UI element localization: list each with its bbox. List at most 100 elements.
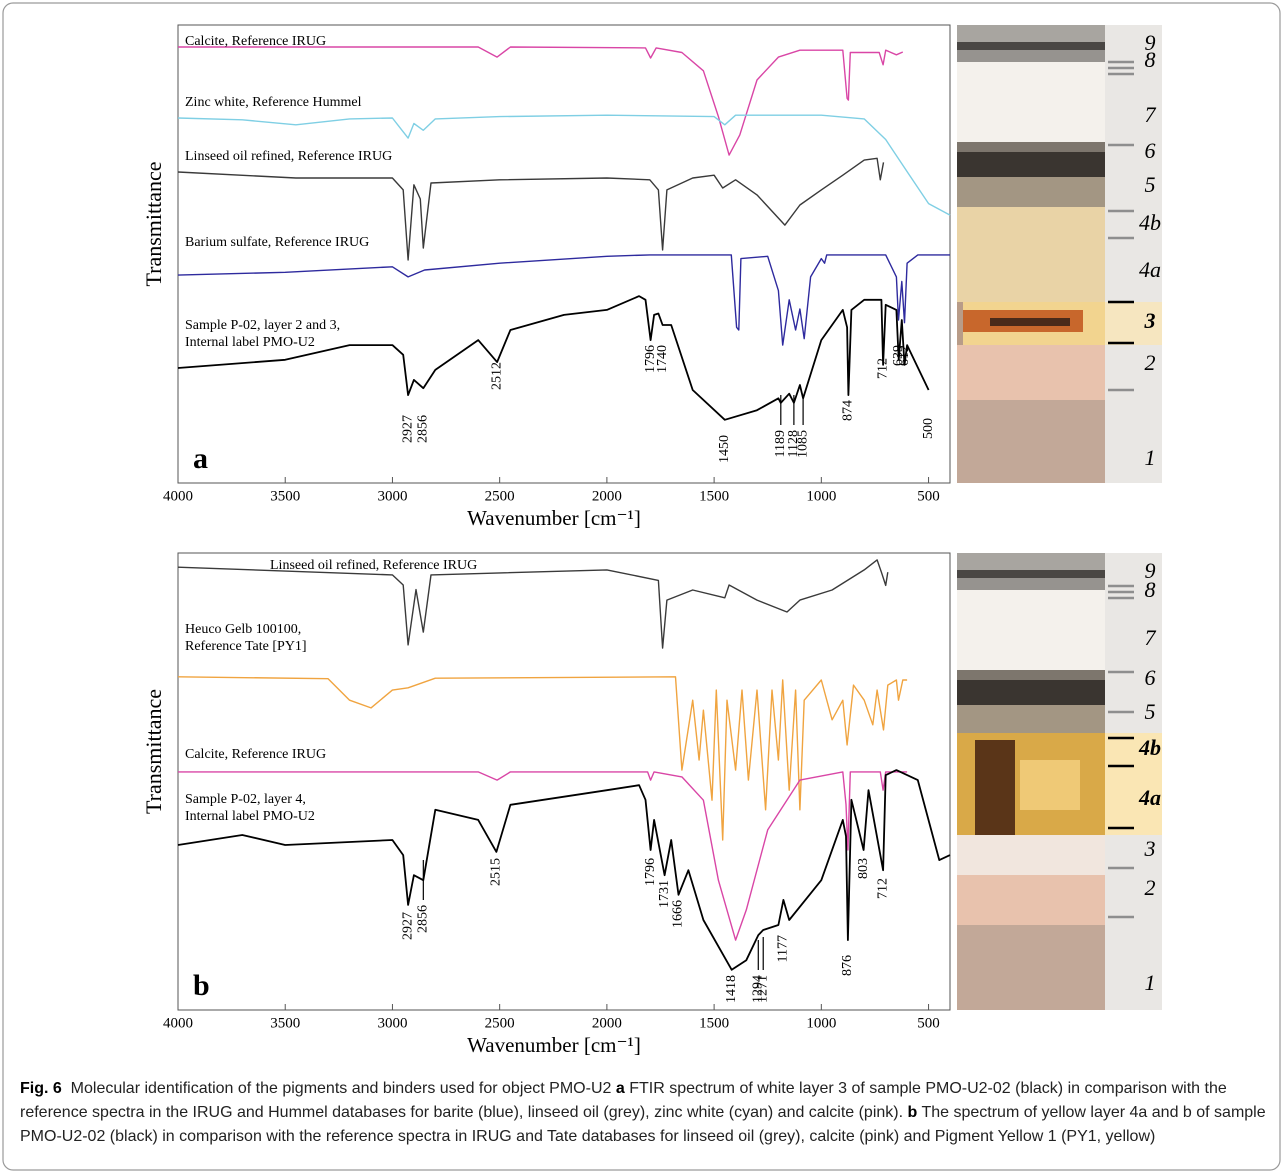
cross-section-photo (957, 553, 1162, 1010)
series-label: Barium sulfate, Reference IRUG (185, 235, 369, 250)
spectrum-line (177, 114, 951, 216)
x-tick-label: 2500 (485, 488, 515, 504)
series-label: Sample P-02, layer 2 and 3, (185, 318, 340, 333)
spectrum-line (177, 295, 930, 421)
x-tick-label: 3500 (270, 1015, 300, 1031)
series-label: Heuco Gelb 100100, (185, 622, 301, 637)
peak-label: 803 (856, 858, 871, 879)
layer-label: 3 (1144, 308, 1156, 333)
peak-label: 1796 (643, 345, 658, 373)
spectrum-line (177, 676, 908, 841)
peak-label: 1666 (671, 900, 686, 928)
layer-label: 8 (1145, 577, 1156, 602)
peak-label: 1189 (773, 430, 788, 457)
cross-section-photo (957, 25, 1162, 483)
x-tick-label: 1500 (699, 488, 729, 504)
peak-label: 2856 (416, 905, 431, 933)
x-axis-label: Wavenumber [cm⁻¹] (467, 1033, 641, 1057)
peak-label: 2927 (400, 912, 415, 940)
peak-label: 1450 (717, 435, 732, 463)
layer-label: 4a (1139, 257, 1161, 282)
peak-label: 1740 (655, 345, 670, 373)
peak-label: 1271 (755, 975, 770, 1003)
peak-label: 1796 (643, 858, 658, 886)
layer-label: 8 (1145, 47, 1156, 72)
peak-label: 2515 (489, 858, 504, 886)
peak-label: 639 (891, 345, 906, 366)
layer-label: 1 (1145, 970, 1156, 995)
peak-label: 1085 (795, 430, 810, 458)
layer-label: 4b (1138, 735, 1161, 760)
series-label: Calcite, Reference IRUG (185, 34, 326, 49)
layer-label: 9 (1145, 30, 1156, 55)
spectrum-line (177, 157, 885, 261)
x-tick-label: 500 (917, 1015, 940, 1031)
series-label: Linseed oil refined, Reference IRUG (270, 558, 477, 573)
layer-label: 7 (1145, 625, 1157, 650)
series-label: Internal label PMO-U2 (185, 809, 315, 824)
caption-label: Fig. 6 (20, 1080, 62, 1097)
series-label: Sample P-02, layer 4, (185, 792, 306, 807)
layer-label: 5 (1145, 699, 1156, 724)
layer-label: 6 (1145, 138, 1156, 163)
panel-label: a (193, 442, 208, 475)
peak-label: 612 (897, 345, 912, 366)
peak-label: 500 (921, 418, 936, 439)
series-label: Calcite, Reference IRUG (185, 747, 326, 762)
x-tick-label: 2500 (485, 1015, 515, 1031)
x-tick-label: 1500 (699, 1015, 729, 1031)
x-tick-label: 3500 (270, 488, 300, 504)
x-axis-label: Wavenumber [cm⁻¹] (467, 506, 641, 530)
peak-label: 874 (841, 400, 856, 421)
peak-label: 2856 (416, 415, 431, 443)
caption-text: The spectrum of yellow layer 4a and b of… (20, 1104, 1266, 1145)
spectrum-line (178, 46, 904, 156)
x-tick-label: 1000 (806, 1015, 836, 1031)
peak-label: 1128 (786, 430, 801, 457)
x-tick-label: 500 (917, 488, 940, 504)
series-label: Internal label PMO-U2 (185, 335, 315, 350)
layer-label: 2 (1145, 875, 1156, 900)
peak-label: 1294 (751, 975, 766, 1003)
peak-label: 876 (840, 955, 855, 976)
panel-label: b (193, 969, 210, 1002)
spectrum-line (177, 254, 950, 346)
layer-label: 6 (1145, 665, 1156, 690)
plot-frame (177, 24, 951, 484)
layer-label: 4a (1138, 785, 1161, 810)
peak-label: 2927 (400, 415, 415, 443)
caption-panel-label: a (615, 1080, 625, 1097)
plot-frame (177, 552, 951, 1011)
layer-label: 1 (1145, 445, 1156, 470)
x-tick-label: 2000 (592, 488, 622, 504)
layer-label: 9 (1145, 558, 1156, 583)
spectrum-line (178, 771, 908, 941)
spectrum-line (177, 559, 889, 649)
x-tick-label: 3000 (377, 488, 407, 504)
caption-text: Molecular identification of the pigments… (70, 1080, 612, 1097)
series-label: Reference Tate [PY1] (185, 639, 307, 654)
x-tick-label: 4000 (163, 488, 193, 504)
x-tick-label: 4000 (163, 1015, 193, 1031)
layer-label: 5 (1145, 172, 1156, 197)
series-label: Zinc white, Reference Hummel (185, 95, 362, 110)
peak-label: 2512 (489, 362, 504, 390)
layer-label: 4b (1139, 210, 1161, 235)
peak-label: 1418 (724, 975, 739, 1003)
x-tick-label: 1000 (806, 488, 836, 504)
y-axis-label: Transmittance (141, 161, 166, 286)
caption: Fig. 6 Molecular identification of the p… (20, 1077, 1270, 1149)
x-tick-label: 2000 (592, 1015, 622, 1031)
layer-label: 2 (1145, 350, 1156, 375)
series-label: Linseed oil refined, Reference IRUG (185, 149, 392, 164)
peak-label: 712 (875, 358, 890, 379)
y-axis-label: Transmittance (141, 689, 166, 814)
peak-label: 1177 (776, 935, 791, 962)
layer-label: 3 (1144, 836, 1156, 861)
x-tick-label: 3000 (377, 1015, 407, 1031)
peak-label: 1731 (657, 880, 672, 908)
peak-label: 712 (875, 878, 890, 899)
